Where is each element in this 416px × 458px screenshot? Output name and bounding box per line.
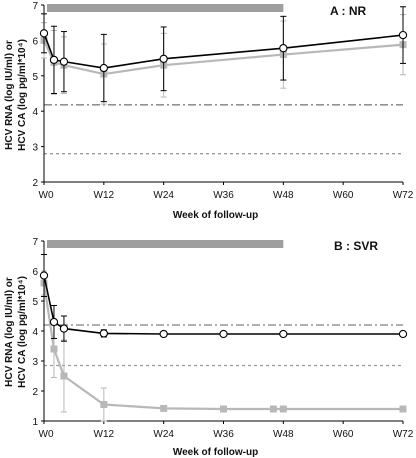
y-tick-label: 2 bbox=[32, 178, 38, 189]
data-point-circle bbox=[59, 324, 69, 333]
data-point-circle bbox=[279, 329, 288, 339]
series-line bbox=[42, 282, 403, 411]
y-axis-label-line-1: HCV RNA (log IU/ml) or bbox=[4, 40, 15, 150]
data-point-square bbox=[50, 345, 58, 353]
x-tick-label: W72 bbox=[393, 190, 414, 201]
panel-title: B : SVR bbox=[334, 239, 378, 253]
data-point-square bbox=[160, 404, 168, 412]
x-tick-label: W24 bbox=[153, 429, 174, 440]
y-tick-label: 5 bbox=[32, 72, 38, 83]
data-point-square bbox=[269, 405, 277, 413]
y-tick-label: 4 bbox=[32, 327, 38, 338]
data-point-circle bbox=[99, 63, 108, 73]
data-point-circle bbox=[49, 55, 59, 65]
y-axis-label-line-1: HCV RNA (log IU/ml) or bbox=[4, 277, 15, 387]
data-point-circle bbox=[159, 54, 168, 63]
y-tick-label: 7 bbox=[32, 237, 38, 248]
y-tick-label: 6 bbox=[32, 36, 38, 47]
y-tick-label: 3 bbox=[32, 143, 38, 154]
x-tick-label: W48 bbox=[273, 190, 294, 201]
x-axis-label: Week of follow-up bbox=[173, 210, 258, 221]
y-tick-label: 6 bbox=[32, 267, 38, 278]
series-line bbox=[42, 39, 404, 76]
y-tick-label: 4 bbox=[32, 107, 38, 118]
panel-title: A : NR bbox=[330, 4, 367, 18]
x-tick-label: W60 bbox=[333, 190, 354, 201]
data-point-circle bbox=[49, 317, 59, 327]
series-line bbox=[43, 33, 404, 69]
panel-a-nr: 2 3 4 5 6 7 W0 W12 W24 W36 W48 W60 W72 Week of follow… bbox=[4, 1, 414, 221]
x-tick-label: W36 bbox=[213, 429, 234, 440]
data-point-circle bbox=[159, 329, 168, 339]
treatment-duration-bar bbox=[47, 4, 284, 12]
treatment-duration-bar bbox=[47, 240, 284, 248]
data-point-circle bbox=[59, 57, 69, 66]
data-point-circle bbox=[398, 329, 408, 339]
y-axis-label-line-2: HCV CA (log pg/ml*10⁴) bbox=[17, 39, 28, 151]
data-point-square bbox=[399, 405, 407, 413]
y-tick-label: 2 bbox=[32, 387, 38, 398]
data-point-circle bbox=[39, 29, 49, 38]
y-tick-label: 7 bbox=[32, 1, 38, 12]
x-tick-label: W0 bbox=[39, 429, 54, 440]
x-tick-label: W72 bbox=[393, 429, 414, 440]
y-tick-label: 3 bbox=[32, 357, 38, 368]
panel-b-svr: 1 2 3 4 5 6 7 W0 W12 W24 W36 W48 W60 W72 Week of follo… bbox=[4, 237, 414, 458]
x-tick-label: W12 bbox=[94, 429, 115, 440]
data-point-circle bbox=[39, 271, 49, 280]
x-axis-label: Week of follow-up bbox=[173, 447, 258, 458]
x-tick-label: W48 bbox=[273, 429, 294, 440]
x-tick-label: W60 bbox=[333, 429, 354, 440]
data-point-square bbox=[220, 405, 227, 413]
data-point-square bbox=[100, 401, 108, 408]
x-tick-label: W36 bbox=[213, 190, 234, 201]
y-tick-label: 5 bbox=[32, 297, 38, 308]
y-tick-label: 1 bbox=[32, 417, 38, 428]
series-hcv-rna bbox=[39, 6, 408, 103]
series-hcv-ca bbox=[40, 14, 407, 105]
data-point-circle bbox=[398, 30, 408, 40]
x-tick-label: W24 bbox=[153, 190, 174, 201]
x-tick-label: W0 bbox=[39, 190, 54, 201]
x-tick-label: W12 bbox=[94, 190, 115, 201]
data-point-square bbox=[60, 372, 68, 380]
series-hcv-ca bbox=[40, 270, 407, 422]
series-hcv-rna bbox=[39, 254, 408, 342]
data-point-square bbox=[279, 405, 287, 413]
y-axis-label-line-2: HCV CA (log pg/ml*10⁴) bbox=[17, 276, 28, 388]
data-point-circle bbox=[99, 329, 108, 338]
data-point-circle bbox=[219, 329, 228, 339]
data-point-circle bbox=[279, 44, 288, 53]
